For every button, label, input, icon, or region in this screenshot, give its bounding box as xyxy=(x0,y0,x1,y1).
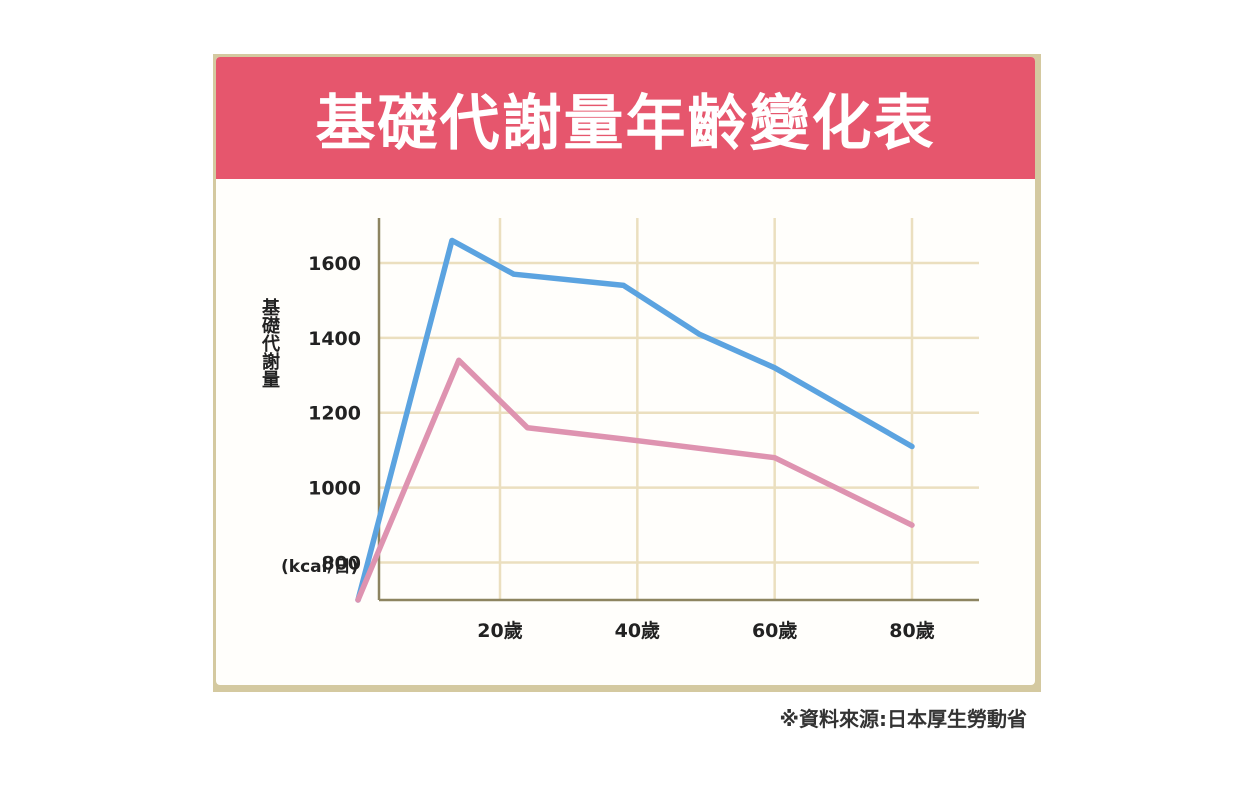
grid xyxy=(379,218,979,600)
x-tick-label: 80歲 xyxy=(889,619,934,642)
series-line-1 xyxy=(355,237,915,603)
x-tick-label: 40歲 xyxy=(615,619,660,642)
y-tick-label: 1400 xyxy=(308,328,361,350)
x-ticks: 20歲 40歲 60歲 80歲 xyxy=(477,619,934,642)
y-axis-label: 基礎代謝量 xyxy=(259,298,280,388)
x-tick-label: 60歲 xyxy=(752,619,797,642)
chart-card: 基礎代謝量年齡變化表 xyxy=(216,57,1035,685)
x-tick-label: 20歲 xyxy=(477,619,522,642)
title-banner xyxy=(216,57,1035,179)
y-tick-label: 800 xyxy=(321,553,361,575)
y-tick-label: 1200 xyxy=(308,403,361,425)
y-unit-label: (kcal/日) xyxy=(281,557,358,577)
series-lines xyxy=(355,237,915,603)
y-tick-label: 1000 xyxy=(308,478,361,500)
y-ticks: 800 1000 1200 1400 1600 xyxy=(308,253,361,575)
series-line-2 xyxy=(355,357,915,603)
source-note: ※資料來源:日本厚生勞動省 xyxy=(779,707,1027,731)
chart-title: 基礎代謝量年齡變化表 xyxy=(315,88,936,159)
y-tick-label: 1600 xyxy=(308,253,361,275)
axes xyxy=(377,218,979,602)
